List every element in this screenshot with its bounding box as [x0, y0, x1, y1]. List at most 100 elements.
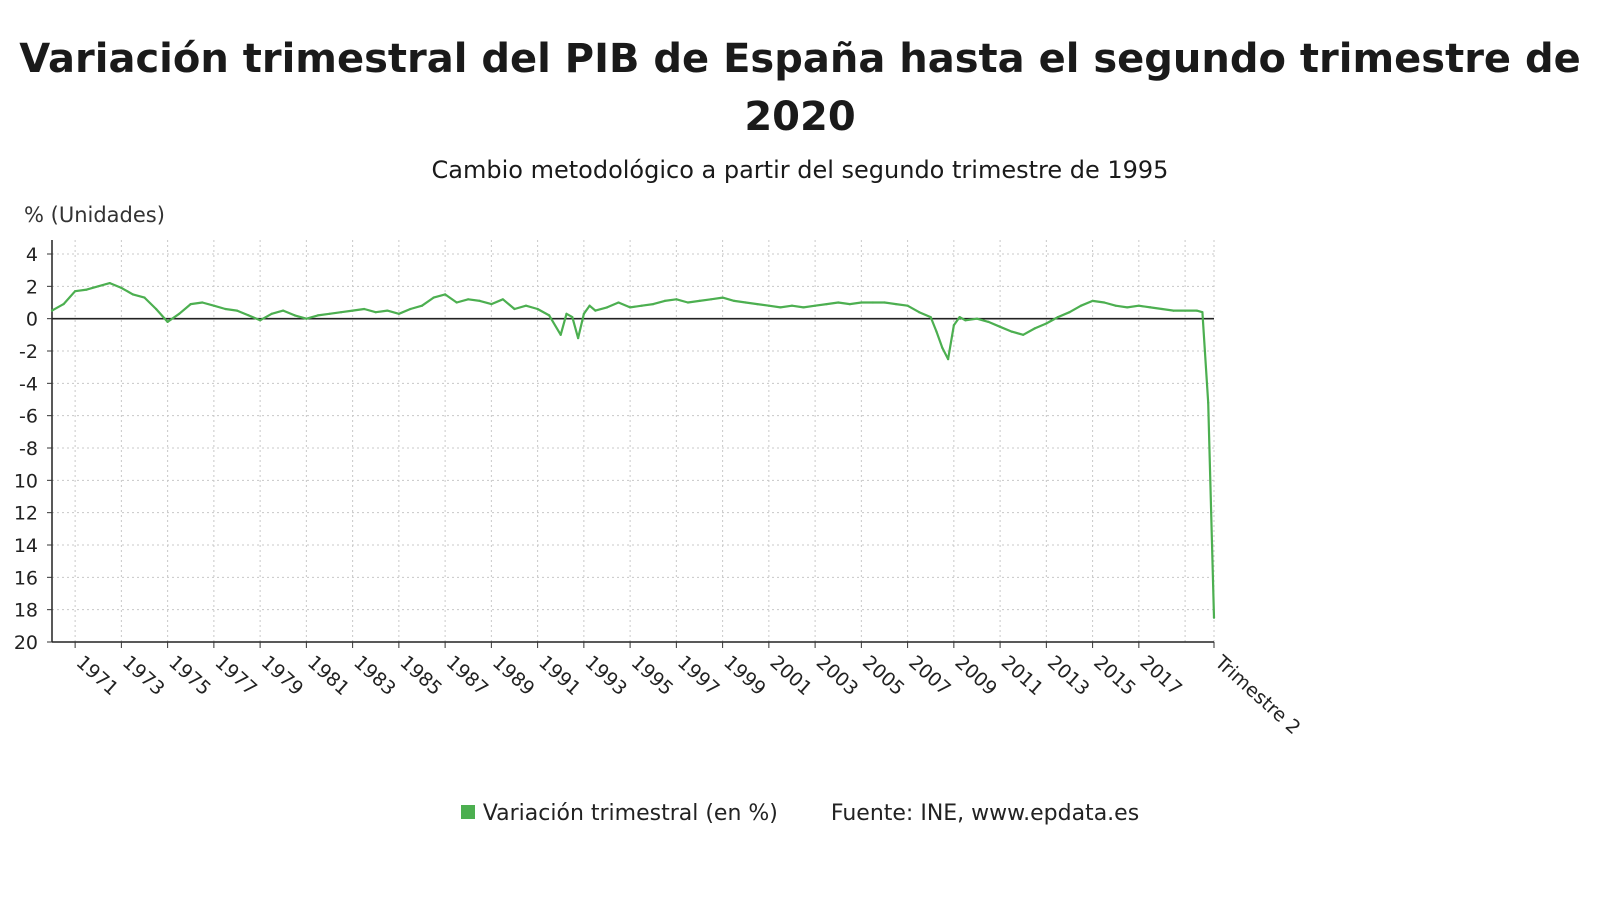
x-tick-label: 1995	[627, 651, 678, 700]
y-tick-label: -4	[19, 373, 38, 395]
data-point	[467, 298, 470, 301]
data-point	[1079, 304, 1083, 307]
legend-swatch	[460, 804, 475, 819]
x-tick-label: 1973	[118, 651, 169, 700]
x-tick-label: 1983	[349, 651, 400, 700]
data-point	[1172, 309, 1175, 312]
data-point	[935, 330, 938, 333]
data-point	[1033, 327, 1036, 330]
gridlines	[52, 240, 1215, 643]
chart-title: Variación trimestral del PIB de España h…	[19, 36, 1581, 140]
data-point	[837, 301, 840, 304]
x-tick-label: 1991	[534, 651, 585, 700]
data-point	[987, 320, 990, 323]
y-tick-label: -8	[19, 438, 38, 460]
data-point	[397, 312, 400, 315]
data-point	[316, 314, 319, 317]
data-point	[1137, 304, 1140, 307]
data-point	[814, 304, 817, 307]
data-point	[744, 301, 747, 304]
x-tick-label: 2005	[858, 651, 909, 700]
y-tick-label: 16	[14, 567, 38, 589]
data-point	[779, 306, 782, 309]
x-tick-label: 1987	[442, 651, 493, 700]
data-point	[756, 303, 759, 306]
data-point	[490, 303, 493, 306]
data-point	[1056, 316, 1059, 319]
y-tick-label: -6	[19, 406, 38, 428]
data-point	[918, 311, 921, 314]
data-point	[166, 320, 169, 323]
data-point	[577, 337, 580, 340]
x-tick-label: 1971	[72, 651, 123, 700]
series-line	[51, 282, 1216, 618]
data-point	[1022, 333, 1025, 336]
x-tick-label: 2003	[812, 651, 863, 700]
data-point	[1068, 311, 1071, 314]
data-point	[328, 312, 331, 315]
data-point	[270, 312, 273, 315]
data-point	[212, 304, 215, 307]
x-tick-label: 2001	[766, 651, 817, 700]
legend: Variación trimestral (en %) Fuente: INE,…	[0, 800, 1600, 826]
data-point	[571, 316, 574, 319]
y-tick-label: 0	[26, 309, 38, 331]
y-axis-label: % (Unidades)	[24, 203, 165, 227]
data-point	[906, 304, 909, 307]
data-point	[120, 286, 123, 289]
data-point	[513, 307, 516, 311]
y-tick-label: 10	[14, 470, 38, 492]
data-point	[559, 333, 562, 336]
data-point	[629, 306, 632, 309]
data-point	[663, 299, 666, 302]
data-point	[1126, 306, 1129, 309]
data-point	[444, 293, 447, 296]
data-point	[155, 307, 158, 311]
data-point	[1091, 299, 1094, 302]
data-point	[50, 309, 54, 312]
data-point	[686, 301, 690, 304]
data-point	[501, 298, 504, 301]
data-point	[1010, 330, 1013, 333]
data-point	[709, 298, 713, 301]
data-point	[848, 303, 851, 306]
data-point	[1045, 322, 1048, 325]
data-point	[941, 346, 944, 349]
data-point	[894, 303, 898, 306]
x-tick-label: 1981	[303, 651, 354, 700]
data-point	[178, 312, 181, 315]
data-point	[952, 324, 956, 327]
data-point	[975, 317, 979, 320]
y-tick-label: 20	[14, 632, 38, 654]
data-point	[652, 303, 655, 306]
data-point	[420, 304, 424, 307]
data-point	[524, 304, 528, 307]
data-point	[883, 301, 886, 304]
y-tick-label: 14	[14, 535, 38, 557]
data-point	[74, 290, 77, 293]
legend-label: Variación trimestral (en %)	[482, 800, 778, 826]
x-axis-ticks: 1971197319751977197919811983198519871989…	[72, 642, 1305, 739]
data-point	[409, 307, 412, 311]
data-point	[594, 309, 597, 312]
data-point	[143, 296, 146, 299]
data-point	[588, 304, 591, 307]
data-point	[201, 301, 204, 304]
data-point	[62, 303, 65, 306]
data-point	[386, 309, 389, 312]
data-point	[340, 311, 343, 314]
legend-item[interactable]: Variación trimestral (en %)	[460, 800, 778, 826]
x-tick-label: 1975	[164, 651, 215, 700]
data-point	[108, 282, 111, 285]
data-point	[1149, 306, 1152, 309]
data-point	[259, 319, 262, 322]
data-point	[536, 307, 539, 311]
y-tick-label: 2	[26, 276, 38, 298]
data-point	[548, 314, 551, 317]
data-point	[1201, 311, 1204, 314]
data-point	[871, 301, 875, 304]
data-point	[351, 309, 354, 312]
x-tick-label: 2017	[1136, 651, 1187, 700]
